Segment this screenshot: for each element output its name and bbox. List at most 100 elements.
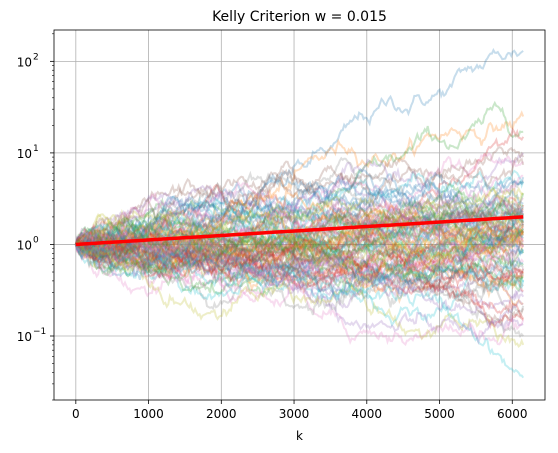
- y-tick-label: 10: [17, 238, 32, 252]
- simulated-path: [75, 243, 525, 312]
- simulated-path: [75, 187, 524, 252]
- simulated-path: [74, 204, 524, 278]
- x-tick-label: 1000: [133, 407, 164, 421]
- simulated-path: [74, 199, 525, 289]
- y-tick-exponent: −1: [33, 327, 46, 337]
- simulated-path: [74, 216, 525, 293]
- simulated-path: [74, 218, 524, 316]
- simulated-path: [74, 187, 524, 265]
- simulated-path: [74, 226, 525, 267]
- y-tick-label: 10: [17, 330, 32, 344]
- simulated-path: [75, 195, 524, 259]
- simulated-path: [74, 211, 525, 257]
- chart-title: Kelly Criterion w = 0.015: [212, 9, 387, 25]
- plot-frame: [53, 29, 546, 401]
- simulated-path: [74, 220, 524, 292]
- simulated-path: [74, 221, 525, 275]
- simulated-path: [75, 177, 525, 276]
- simulated-path: [74, 215, 524, 281]
- simulated-path: [74, 203, 524, 292]
- simulated-path: [74, 231, 525, 320]
- y-tick-label: 10: [17, 147, 32, 161]
- simulated-path: [74, 174, 524, 262]
- simulated-path: [74, 232, 524, 294]
- simulated-path: [74, 100, 524, 248]
- simulated-path: [74, 199, 525, 266]
- simulated-path: [74, 171, 525, 248]
- simulated-path: [75, 183, 524, 256]
- simulated-path: [75, 201, 524, 262]
- y-tick-exponent: 2: [33, 52, 39, 62]
- simulated-path: [75, 242, 525, 314]
- simulated-path: [74, 227, 525, 347]
- simulated-path: [74, 236, 525, 290]
- simulated-path: [74, 237, 525, 290]
- simulated-path: [74, 214, 525, 294]
- simulated-path: [74, 217, 525, 273]
- simulated-path: [74, 233, 524, 295]
- simulated-path: [75, 146, 525, 253]
- simulated-path: [75, 174, 525, 272]
- simulated-path: [75, 236, 524, 300]
- simulated-path: [74, 207, 524, 271]
- grid: [54, 30, 545, 400]
- x-axis: 0 1000 2000 3000 4000 5000 6000: [72, 400, 528, 421]
- simulated-path: [75, 214, 525, 321]
- simulated-path: [75, 200, 524, 283]
- x-tick-label: 6000: [497, 407, 528, 421]
- simulated-path: [74, 225, 525, 298]
- simulated-path: [75, 243, 524, 345]
- y-tick-exponent: 1: [33, 144, 39, 154]
- y-tick-label: 10: [17, 55, 32, 69]
- plot-area: [54, 30, 545, 400]
- simulated-path: [74, 169, 525, 259]
- simulated-path: [74, 180, 524, 254]
- simulated-path: [74, 222, 525, 268]
- x-tick-label: 4000: [352, 407, 383, 421]
- simulated-path: [74, 241, 525, 302]
- simulated-path: [74, 223, 524, 289]
- simulated-path: [75, 216, 524, 277]
- simulated-path: [74, 233, 525, 379]
- simulated-path: [74, 237, 524, 293]
- simulated-path: [75, 171, 525, 250]
- simulated-path: [74, 223, 524, 330]
- simulated-path: [75, 152, 524, 260]
- simulated-path: [74, 173, 524, 262]
- simulated-path: [75, 190, 524, 258]
- simulated-path: [74, 242, 525, 310]
- expected-growth-line: [75, 215, 524, 247]
- simulated-path: [75, 152, 525, 247]
- simulated-path: [74, 227, 525, 283]
- simulated-path: [75, 208, 524, 293]
- simulated-path: [74, 234, 524, 339]
- simulated-path: [75, 220, 524, 300]
- simulated-path: [75, 212, 525, 278]
- simulated-path: [75, 225, 525, 281]
- simulated-path: [75, 228, 524, 292]
- simulated-path: [75, 194, 524, 252]
- simulated-path: [75, 195, 524, 283]
- simulated-path: [75, 193, 525, 293]
- simulated-path: [75, 127, 525, 273]
- simulated-path: [74, 207, 524, 268]
- simulated-path: [74, 185, 524, 256]
- y-tick-exponent: 0: [33, 235, 39, 245]
- simulated-path: [75, 195, 524, 258]
- simulated-path: [75, 110, 525, 263]
- simulated-path: [75, 219, 524, 307]
- simulated-path: [75, 156, 525, 256]
- simulated-path: [75, 201, 525, 274]
- simulated-path: [75, 208, 525, 349]
- simulated-path: [74, 218, 525, 285]
- x-tick-label: 3000: [279, 407, 310, 421]
- highlight-series: [75, 215, 524, 247]
- x-axis-label: k: [296, 429, 303, 443]
- x-tick-label: 2000: [206, 407, 237, 421]
- simulated-path: [74, 226, 525, 327]
- simulated-path: [74, 175, 525, 268]
- simulated-path: [74, 241, 524, 298]
- simulated-path: [75, 231, 524, 265]
